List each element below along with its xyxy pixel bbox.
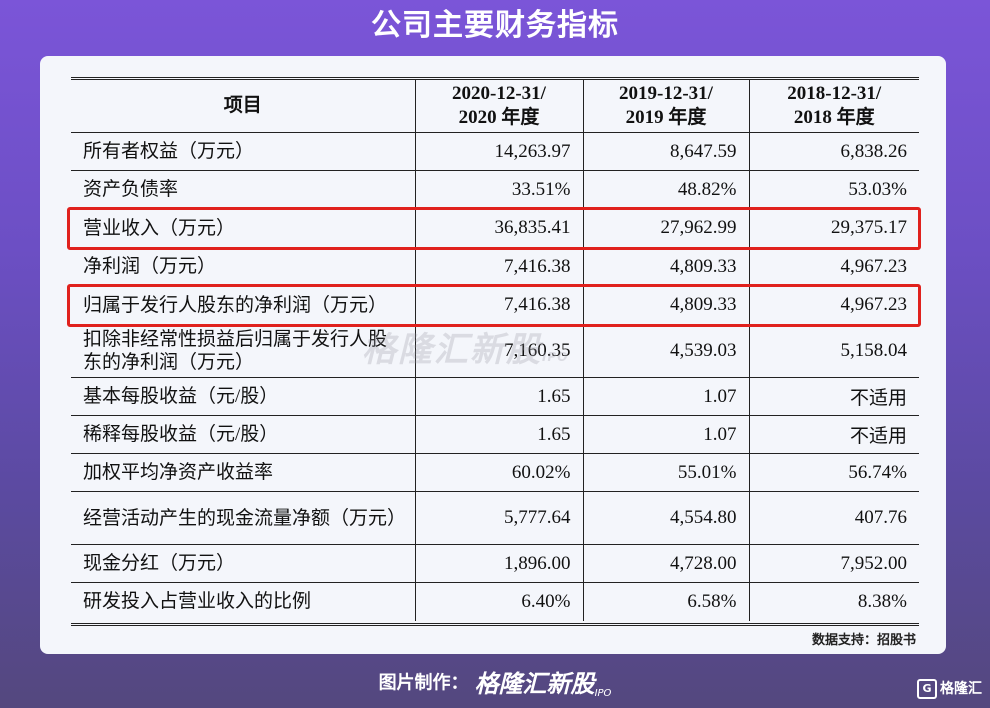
row-value: 不适用 [748,377,919,416]
header-2018: 2018-12-31/2018 年度 [748,80,919,133]
row-value: 36,835.41 [414,208,583,248]
row-value: 29,375.17 [748,208,919,248]
row-label: 稀释每股收益（元/股） [71,415,415,454]
row-value: 6,838.26 [748,132,919,171]
page-title: 公司主要财务指标 [371,8,619,43]
header-2019: 2019-12-31/2019 年度 [582,80,749,133]
row-value: 4,539.03 [582,324,749,378]
financial-table: 项目 2020-12-31/2020 年度 2019-12-31/2019 年度… [71,80,919,621]
footer-ipo-suffix: IPO [594,688,612,699]
row-value: 7,416.38 [414,285,583,325]
row-value: 55.01% [582,453,749,492]
row-value: 5,158.04 [748,324,919,378]
row-value: 4,554.80 [582,491,749,545]
row-value: 14,263.97 [414,132,583,171]
header-item: 项目 [71,80,415,133]
corner-logo: G 格隆汇 [917,678,982,699]
row-label: 经营活动产生的现金流量净额（万元） [71,491,415,545]
row-label: 研发投入占营业收入的比例 [83,591,312,613]
row-value: 60.02% [414,453,583,492]
table-row: 基本每股收益（元/股） 1.65 1.07 不适用 [71,377,919,416]
row-value: 4,967.23 [748,247,919,286]
table-row: 归属于发行人股东的净利润（万元） 7,416.38 4,809.33 4,967.23 [71,285,919,325]
row-value: 4,809.33 [582,285,749,325]
data-source: 数据支持：招股书 [811,633,916,648]
row-value: 6.58% [582,582,749,621]
logo-icon: G [917,679,937,699]
footer-brand-logo: 格隆汇新股 [474,670,595,698]
row-label: 扣除非经常性损益后归属于发行人股东的净利润（万元） [71,324,415,378]
row-value: 27,962.99 [582,208,749,248]
row-value: 1,896.00 [414,544,583,583]
row-value: 53.03% [748,170,919,209]
table-row: 现金分红（万元） 1,896.00 4,728.00 7,952.00 [71,544,919,583]
row-value: 56.74% [748,453,919,492]
row-label: 资产负债率 [71,170,415,209]
row-value: 5,777.64 [414,491,583,545]
row-value: 4,967.23 [748,285,919,325]
row-label: 基本每股收益（元/股） [71,377,415,416]
row-value: 8,647.59 [582,132,749,171]
table-row: 资产负债率 33.51% 48.82% 53.03% [71,170,919,209]
row-label: 所有者权益（万元） [71,132,415,171]
header-2020: 2020-12-31/2020 年度 [414,80,583,133]
row-label: 净利润（万元） [71,247,415,286]
row-value: 7,952.00 [748,544,919,583]
row-value: 407.76 [748,491,919,545]
row-value: 4,728.00 [582,544,749,583]
row-value: 6.40% [414,582,583,621]
table-row: 净利润（万元） 7,416.38 4,809.33 4,967.23 [71,247,919,286]
row-label: 加权平均净资产收益率 [71,453,415,492]
footer-maker-label: 图片制作： [378,672,469,694]
table-row: 稀释每股收益（元/股） 1.65 1.07 不适用 [71,415,919,454]
row-value: 48.82% [582,170,749,209]
row-value: 7,160.35 [414,324,583,378]
row-value: 4,809.33 [582,247,749,286]
row-value: 8.38% [748,582,919,621]
row-value: 7,416.38 [414,247,583,286]
table-row: 经营活动产生的现金流量净额（万元） 5,777.64 4,554.80 407.76 [71,491,919,545]
table-row: 扣除非经常性损益后归属于发行人股东的净利润（万元） 7,160.35 4,539.0… [71,324,919,378]
row-value: 1.07 [582,377,749,416]
footer: 图片制作： 格隆汇新股IPO [0,664,990,708]
row-value: 1.07 [582,415,749,454]
financial-table-container: 项目 2020-12-31/2020 年度 2019-12-31/2019 年度… [71,77,919,626]
row-value: 1.65 [414,377,583,416]
table-row: 研发投入占营业收入的比例 6.40% 6.58% 8.38% [71,582,919,621]
row-value: 1.65 [414,415,583,454]
row-value: 不适用 [748,415,919,454]
row-label: 现金分红（万元） [71,544,415,583]
table-header-row: 项目 2020-12-31/2020 年度 2019-12-31/2019 年度… [71,80,919,133]
row-value: 33.51% [414,170,583,209]
table-row: 营业收入（万元） 36,835.41 27,962.99 29,375.17 [71,208,919,248]
row-label: 营业收入（万元） [71,208,415,248]
table-row: 加权平均净资产收益率 60.02% 55.01% 56.74% [71,453,919,492]
table-row: 所有者权益（万元） 14,263.97 8,647.59 6,838.26 [71,132,919,171]
row-label: 归属于发行人股东的净利润（万元） [71,285,415,325]
